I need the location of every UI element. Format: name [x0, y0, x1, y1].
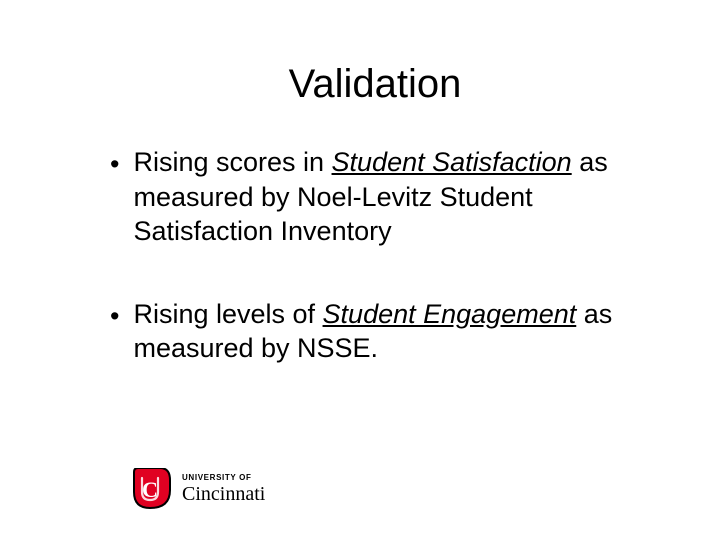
bullet-item: • Rising scores in Student Satisfaction …: [110, 145, 670, 249]
logo-university-name: Cincinnati: [182, 484, 265, 504]
slide-title: Validation: [90, 62, 700, 107]
bullet-text: Rising levels of Student Engagement as m…: [133, 297, 670, 366]
bullet-text-pre: Rising scores in: [133, 147, 331, 177]
bullet-text-emphasis: Student Satisfaction: [332, 147, 572, 177]
slide: Validation • Rising scores in Student Sa…: [0, 0, 720, 540]
bullet-marker-icon: •: [110, 147, 119, 182]
bullet-text: Rising scores in Student Satisfaction as…: [133, 145, 670, 249]
logo-mark-icon: C: [130, 468, 172, 510]
slide-body: • Rising scores in Student Satisfaction …: [90, 145, 700, 366]
bullet-item: • Rising levels of Student Engagement as…: [110, 297, 670, 366]
bullet-text-pre: Rising levels of: [133, 299, 322, 329]
logo-university-label: UNIVERSITY OF: [182, 474, 265, 482]
university-logo: C UNIVERSITY OF Cincinnati: [130, 468, 265, 510]
bullet-text-emphasis: Student Engagement: [323, 299, 577, 329]
content-area: Validation • Rising scores in Student Sa…: [90, 0, 700, 540]
bullet-marker-icon: •: [110, 299, 119, 334]
logo-text: UNIVERSITY OF Cincinnati: [182, 474, 265, 504]
